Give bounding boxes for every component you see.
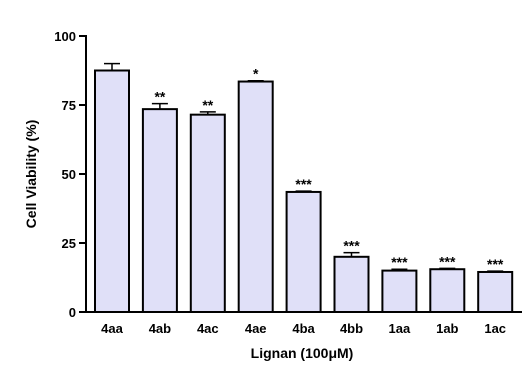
significance-4ab: ** xyxy=(154,89,165,105)
bar-4ae xyxy=(237,80,274,314)
significance-4bb: *** xyxy=(343,238,360,254)
bar-1ac xyxy=(477,270,514,314)
bar-1ab xyxy=(429,268,466,313)
bar-4ab xyxy=(141,108,178,313)
bar-4bb xyxy=(333,255,370,313)
significance-4ba: *** xyxy=(295,176,312,192)
significance-4ac: ** xyxy=(202,97,213,113)
bar-4ac xyxy=(189,113,226,313)
bar-4aa xyxy=(94,69,130,313)
axes-group: 4aa 4ab 4ac 4ae 4ba 4bb 1aa 1ab 1ac 0 25 50 75 100 xyxy=(54,29,522,336)
x-tick-label-1ac: 1ac xyxy=(484,321,506,336)
y-tick-label-50: 50 xyxy=(62,167,76,182)
x-tick-label-4ac: 4ac xyxy=(197,321,219,336)
x-tick-label-1ab: 1ab xyxy=(436,321,458,336)
y-tick-label-75: 75 xyxy=(62,98,76,113)
x-tick-label-4ba: 4ba xyxy=(292,321,315,336)
significance-1ac: *** xyxy=(487,256,504,272)
significance-1ab: *** xyxy=(439,253,456,269)
bar-4ba xyxy=(285,190,322,313)
y-tick-label-0: 0 xyxy=(69,305,76,320)
x-tick-label-4ab: 4ab xyxy=(149,321,171,336)
x-tick-label-4ae: 4ae xyxy=(245,321,267,336)
bar-1aa xyxy=(381,269,418,314)
significance-1aa: *** xyxy=(391,254,408,270)
bars-group: ************** *** *** xyxy=(94,62,514,314)
x-tick-label-1aa: 1aa xyxy=(389,321,411,336)
x-axis-title: Lignan (100μM) xyxy=(251,345,354,361)
y-axis-title: Cell Viability (%) xyxy=(23,120,39,229)
significance-4ae: * xyxy=(253,66,259,82)
y-tick-label-25: 25 xyxy=(62,236,76,251)
y-tick-label-100: 100 xyxy=(54,29,76,44)
x-tick-label-4bb: 4bb xyxy=(340,321,363,336)
x-tick-label-4aa: 4aa xyxy=(101,321,123,336)
